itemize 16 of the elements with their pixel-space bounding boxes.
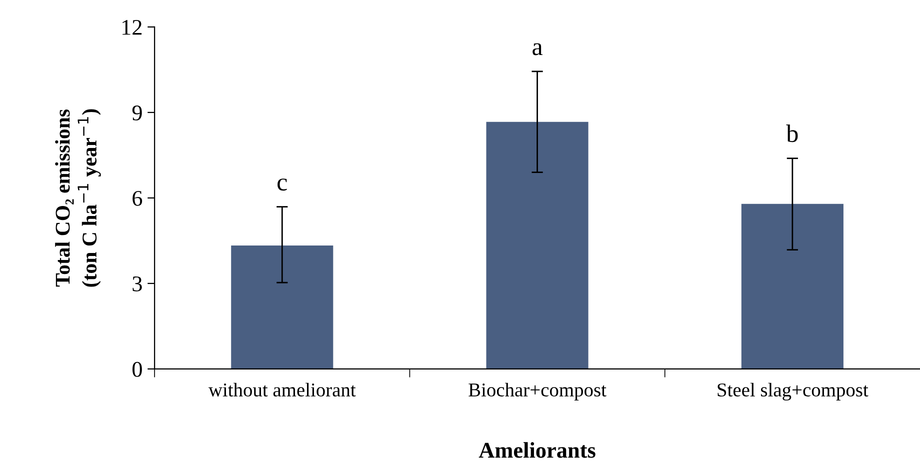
y-tick-label: 12 <box>122 20 142 35</box>
y-tick-label: 9 <box>132 105 142 120</box>
bar <box>741 204 844 369</box>
y-tick-label: 3 <box>132 276 142 292</box>
bar <box>486 122 588 369</box>
x-tick-label: without ameliorant <box>208 382 356 397</box>
y-tick-label: 6 <box>132 190 142 206</box>
bar <box>231 246 334 369</box>
x-tick-label: Steel slag+compost <box>718 382 868 401</box>
y-tick-label: 0 <box>132 362 142 377</box>
x-tick-label: Biochar+compost <box>468 382 606 400</box>
annotation: b <box>786 124 798 142</box>
annotation: a <box>532 43 542 56</box>
annotation: c <box>278 178 287 191</box>
x-axis-title: Ameliorants <box>478 442 596 458</box>
y-axis-title: Total CO₂ emissions (ton C ha$^{−1}$ year$^{−1}$) <box>55 109 101 287</box>
